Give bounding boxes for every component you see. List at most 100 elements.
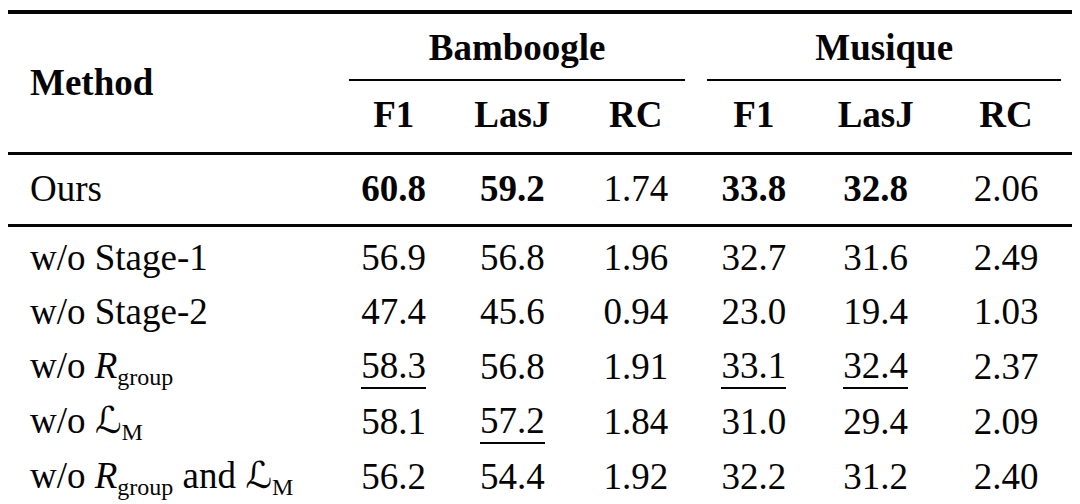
value-cell: 56.8 (450, 226, 576, 286)
value-cell: 31.2 (811, 449, 940, 504)
value-cell: 58.1 (338, 394, 450, 449)
value-text: 47.4 (361, 291, 426, 332)
value-cell: 1.84 (575, 394, 696, 449)
value-cell: 32.2 (696, 449, 811, 504)
metric-header-musique-rc: RC (940, 82, 1072, 154)
method-label-segment: w/o (30, 455, 95, 496)
group-header-row: Method Bamboogle Musique (8, 12, 1072, 82)
value-cell: 58.3 (338, 339, 450, 394)
metric-header-bamboogle-rc: RC (575, 82, 696, 154)
value-text: 1.92 (603, 456, 668, 497)
method-label-segment: Ours (30, 168, 102, 209)
value-cell: 57.2 (450, 394, 576, 449)
value-text: 19.4 (843, 291, 908, 332)
ablation-table: Method Bamboogle Musique F1 LasJ RC F1 L… (8, 10, 1072, 504)
method-cell: Ours (8, 154, 338, 226)
value-cell: 56.9 (338, 226, 450, 286)
value-text: 1.96 (603, 237, 668, 278)
method-column-header: Method (8, 12, 338, 154)
paper-table-figure: Method Bamboogle Musique F1 LasJ RC F1 L… (0, 0, 1080, 504)
value-cell: 32.7 (696, 226, 811, 286)
method-label-segment: w/o Stage-1 (30, 237, 208, 278)
value-text: 1.74 (603, 168, 668, 209)
group-label-musique: Musique (707, 26, 1061, 81)
value-text: 2.09 (974, 401, 1039, 442)
method-label-segment: group (117, 474, 173, 500)
value-text: 54.4 (480, 456, 545, 497)
value-cell: 45.6 (450, 285, 576, 339)
value-text: 2.40 (974, 456, 1039, 497)
value-cell: 1.96 (575, 226, 696, 286)
method-label-segment: and (173, 455, 245, 496)
metric-header-bamboogle-f1: F1 (338, 82, 450, 154)
value-text: 31.2 (843, 456, 908, 497)
value-cell: 33.8 (696, 154, 811, 226)
table-row: w/o Rgroup 58.3 56.8 1.91 33.1 32.4 2.37 (8, 339, 1072, 394)
value-text: 32.8 (843, 168, 908, 209)
table-row: w/o Rgroup and ℒM 56.2 54.4 1.92 32.2 31.2 2.4… (8, 449, 1072, 504)
value-cell: 1.03 (940, 285, 1072, 339)
value-cell: 1.91 (575, 339, 696, 394)
metric-header-musique-lasj: LasJ (811, 82, 940, 154)
table-row: Ours 60.859.2 1.74 33.8 32.8 2.06 (8, 154, 1072, 226)
value-cell: 19.4 (811, 285, 940, 339)
value-text: 1.91 (603, 346, 668, 387)
method-label-segment: R (95, 345, 118, 386)
value-text: 1.03 (974, 291, 1039, 332)
value-cell: 29.4 (811, 394, 940, 449)
value-text: 2.06 (974, 168, 1039, 209)
value-cell: 2.49 (940, 226, 1072, 286)
method-label-segment: R (95, 455, 118, 496)
value-cell: 33.1 (696, 339, 811, 394)
value-cell: 59.2 (450, 154, 576, 226)
metric-header-bamboogle-lasj: LasJ (450, 82, 576, 154)
method-label-segment: M (272, 474, 293, 500)
value-text: 2.37 (974, 346, 1039, 387)
value-cell: 47.4 (338, 285, 450, 339)
value-text: 33.8 (721, 168, 786, 209)
value-text: 32.7 (721, 237, 786, 278)
value-text: 23.0 (721, 291, 786, 332)
value-text: 32.2 (721, 456, 786, 497)
method-cell: w/o Stage-1 (8, 226, 338, 286)
method-cell: w/o Rgroup and ℒM (8, 449, 338, 504)
value-text: 58.3 (361, 346, 426, 389)
method-cell: w/o Rgroup (8, 339, 338, 394)
table-row: w/o ℒM 58.1 57.2 1.84 31.0 29.4 2.09 (8, 394, 1072, 449)
value-text: 58.1 (361, 401, 426, 442)
value-cell: 23.0 (696, 285, 811, 339)
table-row: w/o Stage-247.445.60.9423.019.41.03 (8, 285, 1072, 339)
value-text: 45.6 (480, 291, 545, 332)
value-text: 31.6 (843, 237, 908, 278)
value-cell: 1.92 (575, 449, 696, 504)
group-header-bamboogle: Bamboogle (338, 12, 697, 82)
value-cell: 54.4 (450, 449, 576, 504)
method-label-segment: ℒ (245, 455, 272, 496)
value-cell: 31.0 (696, 394, 811, 449)
value-cell: 60.8 (338, 154, 450, 226)
method-label-segment: w/o (30, 345, 95, 386)
value-text: 56.8 (480, 346, 545, 387)
value-cell: 2.37 (940, 339, 1072, 394)
value-cell: 56.8 (450, 339, 576, 394)
metric-header-musique-f1: F1 (696, 82, 811, 154)
method-label-segment: ℒ (95, 400, 122, 441)
value-cell: 31.6 (811, 226, 940, 286)
value-cell: 1.74 (575, 154, 696, 226)
value-text: 31.0 (721, 401, 786, 442)
value-text: 32.4 (843, 346, 908, 389)
method-label-segment: w/o (30, 400, 95, 441)
value-cell: 56.2 (338, 449, 450, 504)
method-label-segment: group (117, 364, 173, 390)
value-text: 56.2 (361, 456, 426, 497)
value-text: 56.8 (480, 237, 545, 278)
value-text: 0.94 (603, 291, 668, 332)
method-label-segment: M (121, 419, 142, 445)
method-cell: w/o ℒM (8, 394, 338, 449)
value-cell: 0.94 (575, 285, 696, 339)
value-text: 2.49 (974, 237, 1039, 278)
table-body: Ours 60.859.2 1.74 33.8 32.8 2.06 w/o Stage-1 5… (8, 154, 1072, 504)
group-header-musique: Musique (696, 12, 1072, 82)
value-text: 1.84 (603, 401, 668, 442)
value-text: 57.2 (480, 401, 545, 444)
